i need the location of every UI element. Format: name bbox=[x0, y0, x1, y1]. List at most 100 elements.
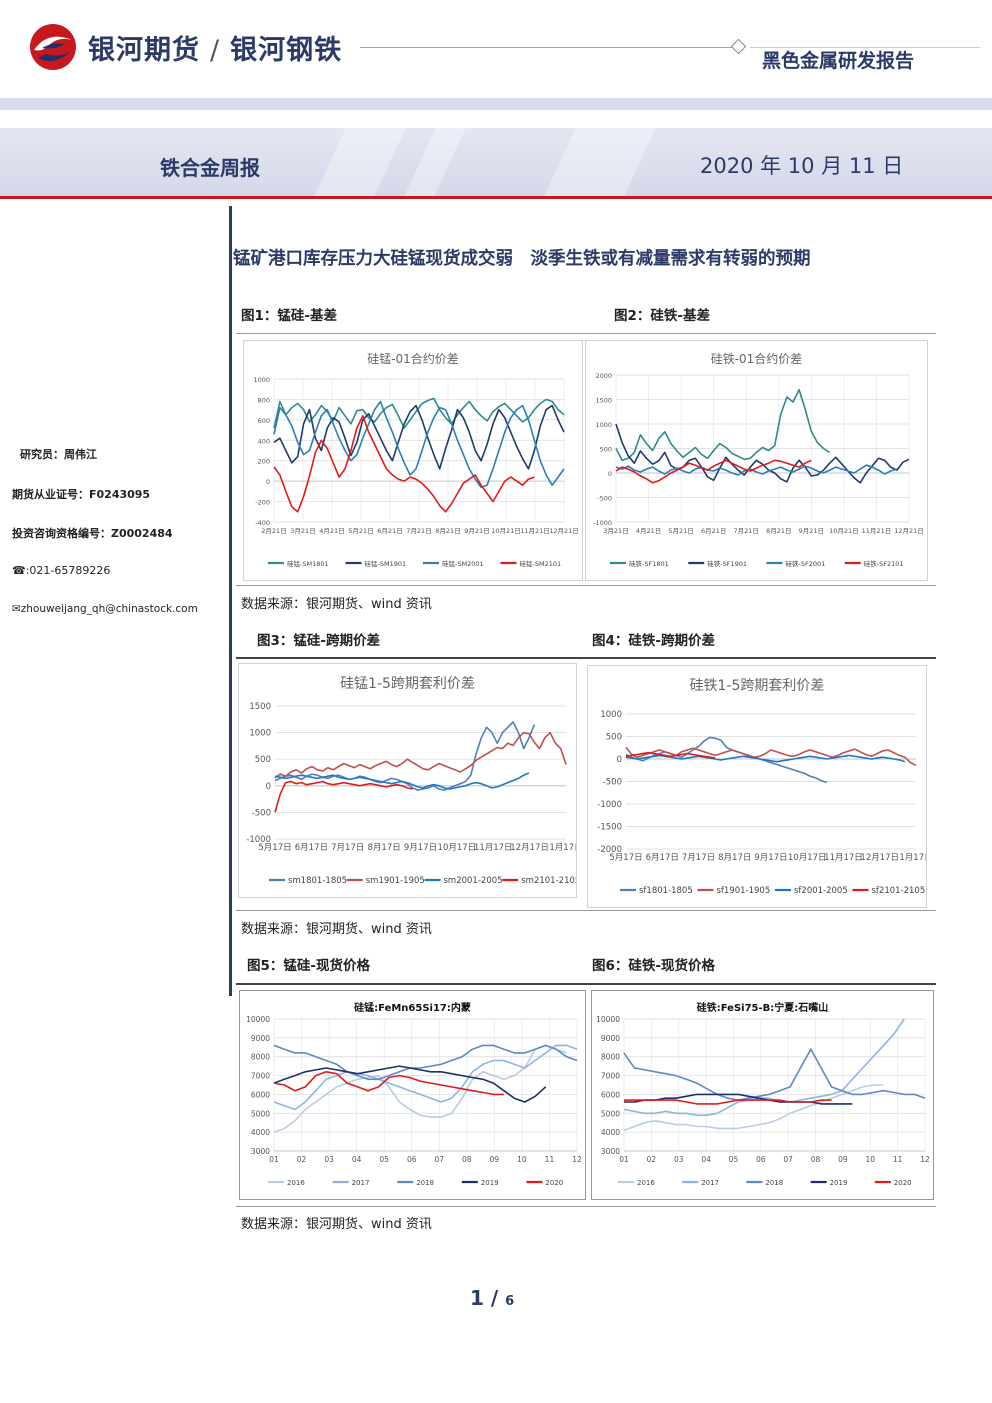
x-tick-label: 3月21日 bbox=[603, 527, 628, 535]
series-line bbox=[273, 1044, 567, 1133]
y-tick-label: 3000 bbox=[251, 1147, 270, 1156]
header-rule bbox=[360, 47, 732, 48]
source-note-3: 数据来源：银河期货、wind 资讯 bbox=[241, 1217, 432, 1232]
x-tick-label: 5月21日 bbox=[348, 527, 373, 535]
x-tick-label: 06 bbox=[407, 1155, 417, 1164]
figure-1-title: 图1：锰硅-基差 bbox=[241, 308, 337, 324]
y-tick-label: 500 bbox=[600, 446, 612, 454]
y-tick-label: -500 bbox=[597, 495, 612, 503]
source-note-2: 数据来源：银河期货、wind 资讯 bbox=[241, 922, 432, 937]
series-line bbox=[623, 1048, 926, 1101]
series-line bbox=[273, 1044, 578, 1081]
series-line bbox=[274, 721, 536, 791]
x-tick-label: 01 bbox=[269, 1155, 279, 1164]
legend-label: sf2001-2005 bbox=[794, 886, 848, 896]
y-tick-label: 1000 bbox=[249, 729, 271, 739]
series-line bbox=[274, 731, 567, 779]
x-tick-label: 7月17日 bbox=[331, 843, 364, 853]
futures-license: 期货从业证号：F0243095 bbox=[12, 488, 151, 501]
series-line bbox=[273, 415, 535, 513]
y-tick-label: 500 bbox=[255, 755, 271, 765]
y-tick-label: 0 bbox=[266, 782, 271, 792]
x-tick-label: 5月17日 bbox=[258, 843, 291, 853]
y-tick-label: 8000 bbox=[601, 1053, 620, 1062]
legend-label: 2016 bbox=[287, 1179, 305, 1187]
legend-label: 硅锰-SM2101 bbox=[520, 559, 562, 568]
legend-label: sm1801-1805 bbox=[288, 876, 347, 886]
y-tick-label: -200 bbox=[255, 499, 270, 507]
legend-label: 2019 bbox=[481, 1179, 499, 1187]
chart-title: 硅锰-01合约价差 bbox=[367, 351, 459, 366]
divider-5 bbox=[236, 983, 936, 985]
chart-5: 硅锰:FeMn65Si17:内蒙 10000 9000 8000 7000 6000 500… bbox=[239, 990, 586, 1200]
series-line bbox=[273, 1071, 504, 1096]
x-tick-label: 7月21日 bbox=[734, 527, 759, 535]
series-line bbox=[615, 388, 831, 462]
x-tick-label: 5月17日 bbox=[609, 853, 642, 863]
divider-3 bbox=[236, 657, 936, 659]
series-line bbox=[274, 780, 413, 813]
y-tick-label: 7000 bbox=[601, 1072, 620, 1081]
y-tick-label: 600 bbox=[258, 417, 270, 425]
series-line bbox=[273, 397, 565, 429]
legend-label: 硅铁-SF2001 bbox=[786, 559, 826, 568]
y-tick-label: 10000 bbox=[246, 1015, 270, 1024]
figure-4-title: 图4：硅铁-跨期价差 bbox=[592, 633, 715, 649]
x-tick-label: 11月17日 bbox=[474, 843, 513, 853]
series-line bbox=[625, 754, 906, 763]
legend-label: 2019 bbox=[830, 1179, 848, 1187]
source-note-1: 数据来源：银河期货、wind 资讯 bbox=[241, 597, 432, 612]
brand-steel: 银河钢铁 bbox=[230, 35, 343, 66]
legend-label: sf1801-1805 bbox=[639, 886, 693, 896]
x-tick-label: 09 bbox=[490, 1155, 500, 1164]
y-tick-label: -1000 bbox=[597, 800, 622, 810]
chart-3: 硅锰1-5跨期套利价差 1500 1000 500 0 -500 -1000 5月17日 6月1… bbox=[238, 663, 577, 898]
headline: 锰矿港口库存压力大硅锰现货成交弱 淡季生铁或有减量需求有转弱的预期 bbox=[233, 249, 811, 269]
y-tick-label: -1500 bbox=[597, 823, 622, 833]
chart-4: 硅铁1-5跨期套利价差 1000 500 0 -500 -1000 -1500 -2000 5月… bbox=[587, 665, 927, 908]
x-tick-label: 8月17日 bbox=[368, 843, 401, 853]
x-tick-label: 02 bbox=[647, 1155, 657, 1164]
header-band bbox=[0, 98, 992, 110]
y-tick-label: 200 bbox=[258, 458, 270, 466]
x-tick-label: 7月21日 bbox=[406, 527, 431, 535]
page-current: 1 bbox=[470, 1286, 484, 1310]
figure-3-title: 图3：锰硅-跨期价差 bbox=[257, 633, 380, 649]
x-tick-label: 9月17日 bbox=[754, 853, 787, 863]
x-tick-label: 9月21日 bbox=[799, 527, 824, 535]
legend-label: sf2101-2105 bbox=[872, 886, 926, 896]
email[interactable]: ✉zhouweijang_qh@chinastock.com bbox=[12, 603, 198, 615]
report-type: 黑色金属研发报告 bbox=[762, 50, 915, 72]
x-tick-label: 09 bbox=[838, 1155, 848, 1164]
series-line bbox=[273, 400, 565, 489]
x-tick-label: 10月21日 bbox=[491, 527, 521, 535]
series-line bbox=[625, 736, 828, 784]
divider-6 bbox=[236, 1206, 936, 1207]
report-title: 铁合金周报 bbox=[160, 156, 260, 180]
x-tick-label: 10月21日 bbox=[829, 527, 859, 535]
x-tick-label: 10 bbox=[865, 1155, 875, 1164]
x-tick-label: 11月17日 bbox=[824, 853, 863, 863]
series-line bbox=[273, 1065, 547, 1103]
legend-label: sm1901-1905 bbox=[366, 876, 425, 886]
x-tick-label: 03 bbox=[324, 1155, 334, 1164]
red-divider bbox=[0, 196, 992, 199]
divider-1 bbox=[236, 333, 936, 334]
legend-label: sf1901-1905 bbox=[717, 886, 771, 896]
x-tick-label: 1月17日 bbox=[549, 843, 576, 853]
series-line bbox=[615, 459, 812, 484]
x-tick-label: 1月17日 bbox=[899, 853, 926, 863]
series-line bbox=[625, 751, 716, 759]
y-tick-label: 3000 bbox=[601, 1147, 620, 1156]
page-number: 1 / 6 bbox=[470, 1286, 515, 1310]
x-tick-label: 6月17日 bbox=[646, 853, 679, 863]
x-tick-label: 05 bbox=[729, 1155, 739, 1164]
y-tick-label: 7000 bbox=[251, 1072, 270, 1081]
chart-1: 硅锰-01合约价差 1000 800 600 400 200 0 -200 -400 2月21日 3… bbox=[243, 340, 583, 581]
x-tick-label: 11 bbox=[545, 1155, 555, 1164]
y-tick-label: 4000 bbox=[251, 1128, 270, 1137]
y-tick-label: -2000 bbox=[597, 845, 622, 855]
x-tick-label: 12 bbox=[572, 1155, 582, 1164]
y-tick-label: 10000 bbox=[596, 1015, 620, 1024]
y-tick-label: 4000 bbox=[601, 1128, 620, 1137]
